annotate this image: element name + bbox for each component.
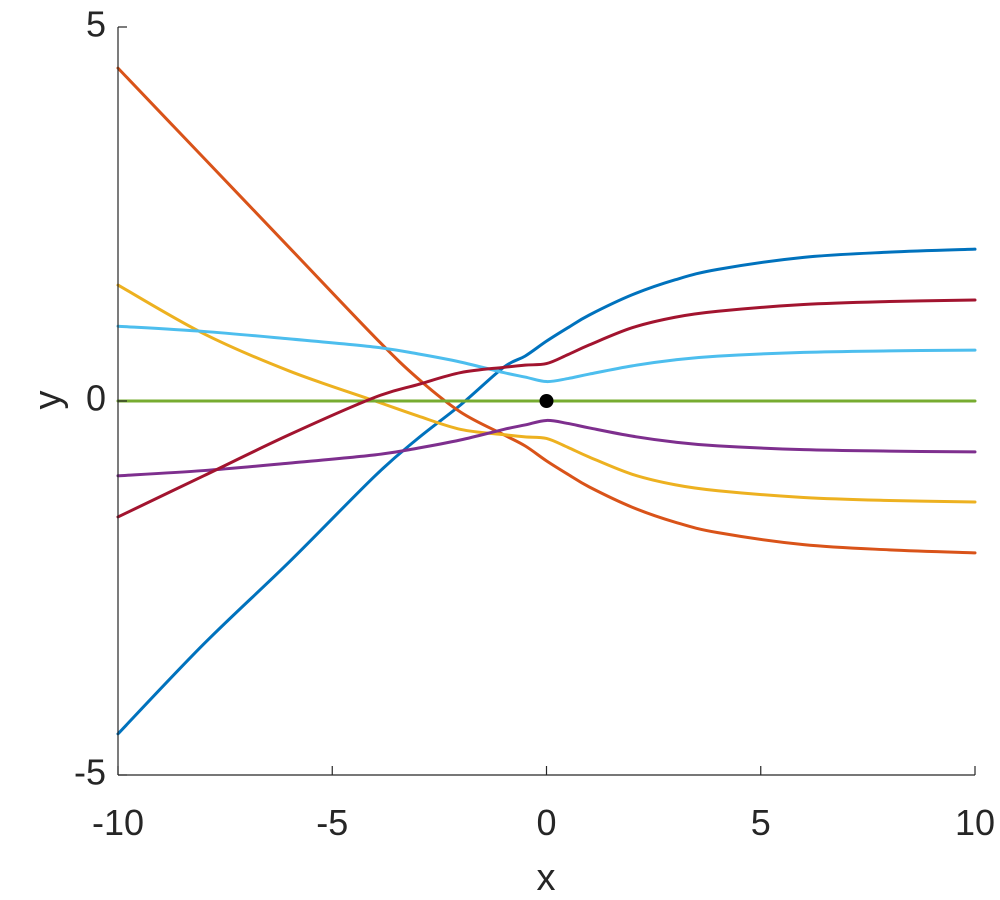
x-tick-label: 5 xyxy=(751,802,771,843)
axes-layer: -10 -5 0 5 10 -5 0 5 xyxy=(74,4,995,843)
x-tick-label: -5 xyxy=(316,802,348,843)
series-line-3 xyxy=(116,283,977,504)
series-line-6 xyxy=(116,324,977,384)
x-tick-label: 10 xyxy=(955,802,995,843)
series-line-7 xyxy=(116,298,977,519)
y-tick-label: -5 xyxy=(74,752,106,793)
labels-layer: x y xyxy=(27,391,555,900)
y-tick-label: 0 xyxy=(86,378,106,419)
points-layer xyxy=(539,394,554,408)
x-tick-label: 0 xyxy=(536,802,556,843)
y-tick-label: 5 xyxy=(86,4,106,45)
y-axis-label: y xyxy=(27,391,69,410)
data-point-1 xyxy=(539,394,554,408)
x-axis-label: x xyxy=(537,857,556,899)
x-tick-label: -10 xyxy=(92,802,144,843)
series-line-1 xyxy=(116,247,977,736)
series-line-4 xyxy=(116,418,977,478)
series-line-2 xyxy=(116,66,977,555)
